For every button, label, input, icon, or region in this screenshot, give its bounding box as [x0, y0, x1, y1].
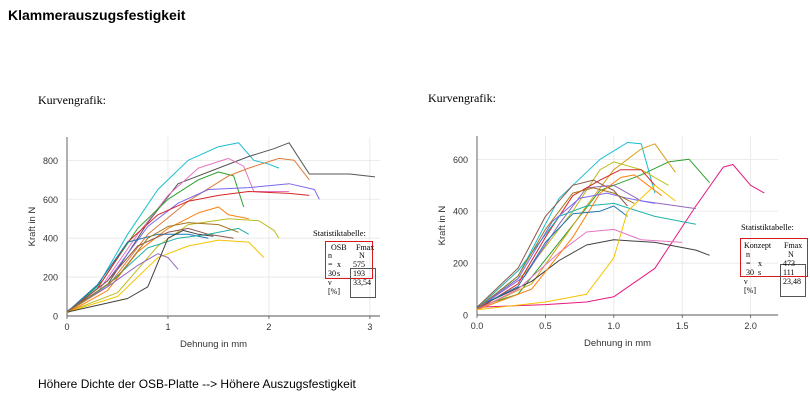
stats-title-osb: Statistiktabelle:: [313, 228, 366, 238]
page-title: Klammerauszugsfestigkeit: [8, 7, 186, 23]
osb-series-line-12: [66, 253, 179, 312]
osb-x-tick-label: 3: [367, 322, 372, 332]
stats-unit-osb: N: [359, 251, 365, 260]
stats-highlight-osb: [325, 241, 373, 279]
osb-series-line-14: [66, 227, 249, 313]
stats-fmax-osb: Fmax: [356, 243, 375, 252]
osb-y-tick-label: 600: [43, 195, 58, 205]
stats-name-osb: OSB: [331, 243, 347, 252]
konzept-series-line-7: [476, 184, 696, 309]
konzept-series-line-9: [476, 239, 710, 308]
konzept-x-tick-label: 1.0: [608, 321, 621, 331]
osb-series-line-16: [66, 222, 239, 313]
konzept-y-tick-label: 0: [463, 311, 468, 321]
stats-x-label-konzept: x: [758, 259, 762, 268]
osb-series-line-2: [66, 142, 376, 312]
stats-v-label-osb: ν [%]: [328, 278, 340, 296]
osb-series-line-10: [66, 239, 265, 313]
stats-v-osb: 33,54: [353, 278, 371, 287]
stats-s-konzept: 111: [783, 268, 795, 277]
osb-series-line-9: [66, 206, 249, 314]
osb-series-line-15: [66, 229, 214, 313]
konzept-y-axis-label: Kraft in N: [437, 206, 448, 246]
osb-y-tick-label: 800: [43, 156, 58, 166]
stats-highlight-konzept: [740, 238, 808, 277]
osb-series-line-1: [66, 142, 280, 313]
osb-y-tick-label: 0: [53, 312, 58, 322]
osb-y-tick-label: 400: [43, 234, 58, 244]
curve-label-konzept: Kurvengrafik:: [428, 91, 496, 105]
stats-v-label-konzept: ν [%]: [744, 277, 756, 295]
konzept-series-line-12: [476, 174, 663, 311]
stats-values-box-konzept: [780, 264, 806, 297]
osb-series-line-6: [66, 183, 320, 313]
osb-x-tick-label: 1: [165, 322, 170, 332]
konzept-series-line-16: [476, 187, 635, 309]
konzept-series-line-4: [476, 143, 676, 311]
stats-x-label-osb: x: [337, 260, 341, 269]
osb-series-line-11: [66, 233, 209, 313]
stats-v-konzept: 23,48: [783, 277, 801, 286]
osb-series-line-8: [66, 218, 280, 313]
konzept-series-line-10: [476, 202, 696, 309]
konzept-x-tick-label: 2.0: [744, 321, 757, 331]
stats-n-osb: n = 30: [328, 251, 336, 278]
osb-x-axis-label: Dehnung in mm: [180, 339, 247, 350]
konzept-x-tick-label: 1.5: [676, 321, 689, 331]
osb-y-tick-label: 200: [43, 273, 58, 283]
konzept-x-tick-label: 0.5: [539, 321, 552, 331]
stats-unit-konzept: N: [788, 250, 794, 259]
konzept-y-tick-label: 200: [453, 259, 468, 269]
stats-s-label-osb: s: [337, 269, 341, 278]
konzept-y-tick-label: 400: [453, 207, 468, 217]
footer-text: Höhere Dichte der OSB-Platte --> Höhere …: [38, 377, 356, 391]
konzept-x-tick-label: 0.0: [471, 321, 484, 331]
osb-x-tick-label: 2: [266, 322, 271, 332]
curve-label-osb: Kurvengrafik:: [38, 93, 106, 107]
konzept-series-line-14: [476, 192, 655, 309]
konzept-series-line-6: [476, 179, 628, 308]
stats-n-konzept: n = 30: [746, 250, 754, 277]
osb-y-axis-label: Kraft in N: [27, 207, 38, 247]
stats-values-box-osb: [350, 268, 376, 298]
konzept-series-line-8: [476, 169, 656, 311]
stats-x-osb: 575: [353, 260, 365, 269]
konzept-series-line-15: [476, 184, 676, 311]
konzept-y-tick-label: 600: [453, 155, 468, 165]
stats-fmax-konzept: Fmax: [784, 241, 803, 250]
konzept-x-axis-label: Dehnung in mm: [584, 338, 651, 349]
stats-s-label-konzept: s: [758, 268, 762, 277]
stats-title-konzept: Statistiktabelle:: [741, 222, 794, 232]
stats-x-konzept: 473: [783, 259, 795, 268]
osb-x-tick-label: 0: [64, 322, 69, 332]
osb-series-line-3: [66, 157, 290, 313]
konzept-series-line-11: [476, 228, 683, 311]
stats-s-osb: 193: [353, 269, 365, 278]
osb-series-line-7: [66, 191, 310, 313]
konzept-series-line-13: [476, 205, 628, 308]
osb-series-line-5: [66, 157, 310, 313]
stats-name-konzept: Konzept: [744, 241, 772, 250]
konzept-series-line-1: [476, 164, 765, 308]
